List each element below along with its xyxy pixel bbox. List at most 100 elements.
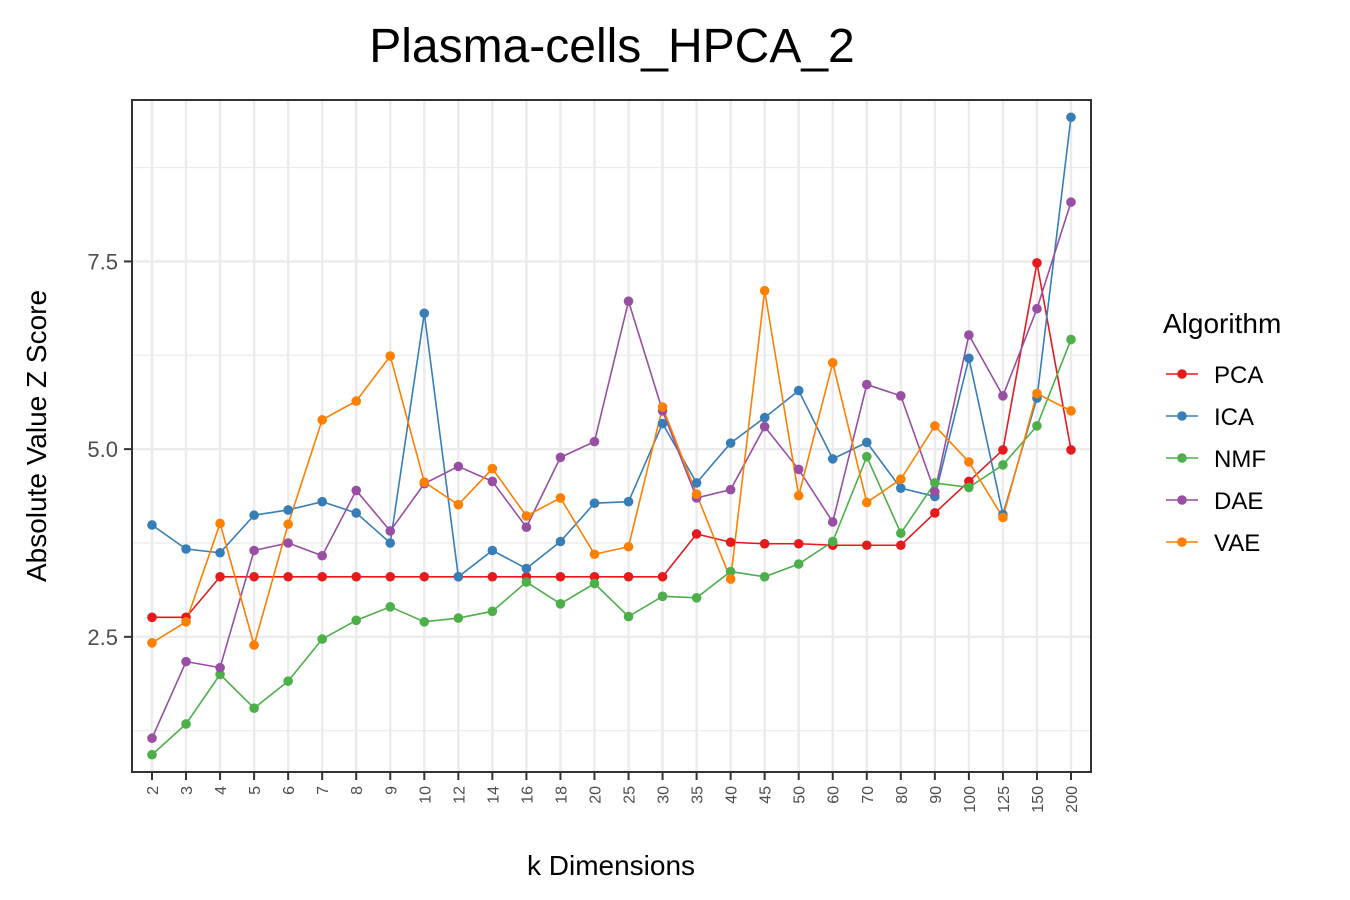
data-point-ica <box>657 418 668 429</box>
data-point-dae <box>725 484 736 495</box>
x-tick-label: 10 <box>417 786 434 804</box>
data-point-ica <box>827 454 838 464</box>
data-point-pca <box>793 538 804 549</box>
x-tick-label: 50 <box>792 786 809 804</box>
data-point-ica <box>589 498 600 509</box>
data-point-dae <box>317 550 327 561</box>
data-point-nmf <box>827 536 838 547</box>
data-point-dae <box>827 517 838 527</box>
y-axis-title: Absolute Value Z Score <box>21 290 52 582</box>
data-point-dae <box>521 522 532 533</box>
data-point-pca <box>725 537 736 548</box>
data-point-dae <box>351 485 362 496</box>
data-point-nmf <box>725 566 736 577</box>
x-tick-label: 45 <box>758 786 775 804</box>
data-point-ica <box>351 508 362 518</box>
x-tick-label: 20 <box>587 786 604 804</box>
data-point-nmf <box>930 478 940 488</box>
grid-lines <box>132 100 1091 772</box>
series-line-pca <box>152 262 1072 619</box>
plot-area <box>131 99 1092 773</box>
legend-title: Algorithm <box>1163 308 1281 339</box>
data-point-vae <box>589 549 600 560</box>
data-point-pca <box>589 571 600 582</box>
y-tick-label: 5.0 <box>87 437 118 462</box>
data-point-vae <box>147 638 157 648</box>
x-tick-label: 7 <box>315 786 332 795</box>
chart-title: Plasma-cells_HPCA_2 <box>369 20 855 73</box>
data-point-vae <box>181 617 191 627</box>
data-point-vae <box>317 415 327 425</box>
x-tick-label: 4 <box>213 786 230 795</box>
data-point-dae <box>283 538 293 548</box>
legend-point-vae <box>1177 537 1187 547</box>
data-point-vae <box>249 640 259 650</box>
data-point-vae <box>283 519 293 530</box>
data-point-dae <box>453 461 464 472</box>
data-point-vae <box>385 351 396 361</box>
legend-label-ica: ICA <box>1214 404 1254 431</box>
data-point-nmf <box>759 571 770 582</box>
data-point-dae <box>964 330 974 340</box>
data-point-nmf <box>1032 421 1042 431</box>
data-point-ica <box>453 571 464 582</box>
data-point-nmf <box>896 528 906 539</box>
data-point-ica <box>555 536 566 547</box>
data-point-nmf <box>249 703 259 713</box>
data-point-ica <box>1066 112 1076 123</box>
data-point-pca <box>351 571 362 582</box>
data-point-vae <box>453 499 464 510</box>
x-tick-label: 2 <box>145 786 162 795</box>
data-point-vae <box>521 511 532 521</box>
x-tick-label: 150 <box>1030 786 1047 813</box>
data-point-vae <box>896 474 906 484</box>
data-point-nmf <box>419 617 430 627</box>
data-point-ica <box>147 520 157 530</box>
data-point-nmf <box>861 451 872 462</box>
legend-label-vae: VAE <box>1214 530 1260 557</box>
data-point-dae <box>1066 197 1076 207</box>
data-point-nmf <box>793 559 804 569</box>
data-point-ica <box>521 563 532 574</box>
x-tick-label: 40 <box>724 786 741 804</box>
legend-point-nmf <box>1177 453 1187 463</box>
x-tick-label: 9 <box>383 786 400 795</box>
data-point-pca <box>998 445 1008 455</box>
data-point-vae <box>623 541 634 552</box>
data-point-nmf <box>589 578 600 589</box>
data-point-vae <box>827 357 838 368</box>
y-tick-label: 7.5 <box>87 249 118 274</box>
plot-border <box>131 99 1092 773</box>
data-point-dae <box>589 436 600 447</box>
data-point-pca <box>317 571 327 582</box>
data-point-vae <box>215 518 225 529</box>
data-point-vae <box>419 477 430 487</box>
x-tick-label: 70 <box>860 786 877 804</box>
legend-point-dae <box>1177 495 1187 505</box>
series-line-nmf <box>151 339 1072 756</box>
data-point-ica <box>896 483 906 493</box>
data-point-ica <box>487 545 498 556</box>
legend-point-ica <box>1177 411 1187 421</box>
x-tick-label: 3 <box>179 786 196 795</box>
data-point-ica <box>759 412 770 423</box>
x-tick-label: 80 <box>894 786 911 804</box>
series-layer <box>147 112 1076 760</box>
data-point-pca <box>930 508 940 518</box>
legend-label-dae: DAE <box>1214 488 1263 515</box>
data-point-pca <box>147 612 157 623</box>
data-point-pca <box>249 571 259 582</box>
data-point-vae <box>1032 388 1042 399</box>
data-point-ica <box>283 505 293 515</box>
data-point-ica <box>249 510 259 521</box>
x-tick-label: 90 <box>928 786 945 804</box>
data-point-pca <box>215 571 225 582</box>
data-point-vae <box>998 512 1008 523</box>
data-point-vae <box>487 463 498 474</box>
data-point-nmf <box>998 460 1008 470</box>
plot-background <box>132 100 1091 772</box>
legend-label-pca: PCA <box>1214 362 1263 389</box>
data-point-dae <box>623 296 634 307</box>
data-point-ica <box>861 437 872 448</box>
data-point-dae <box>555 452 566 463</box>
